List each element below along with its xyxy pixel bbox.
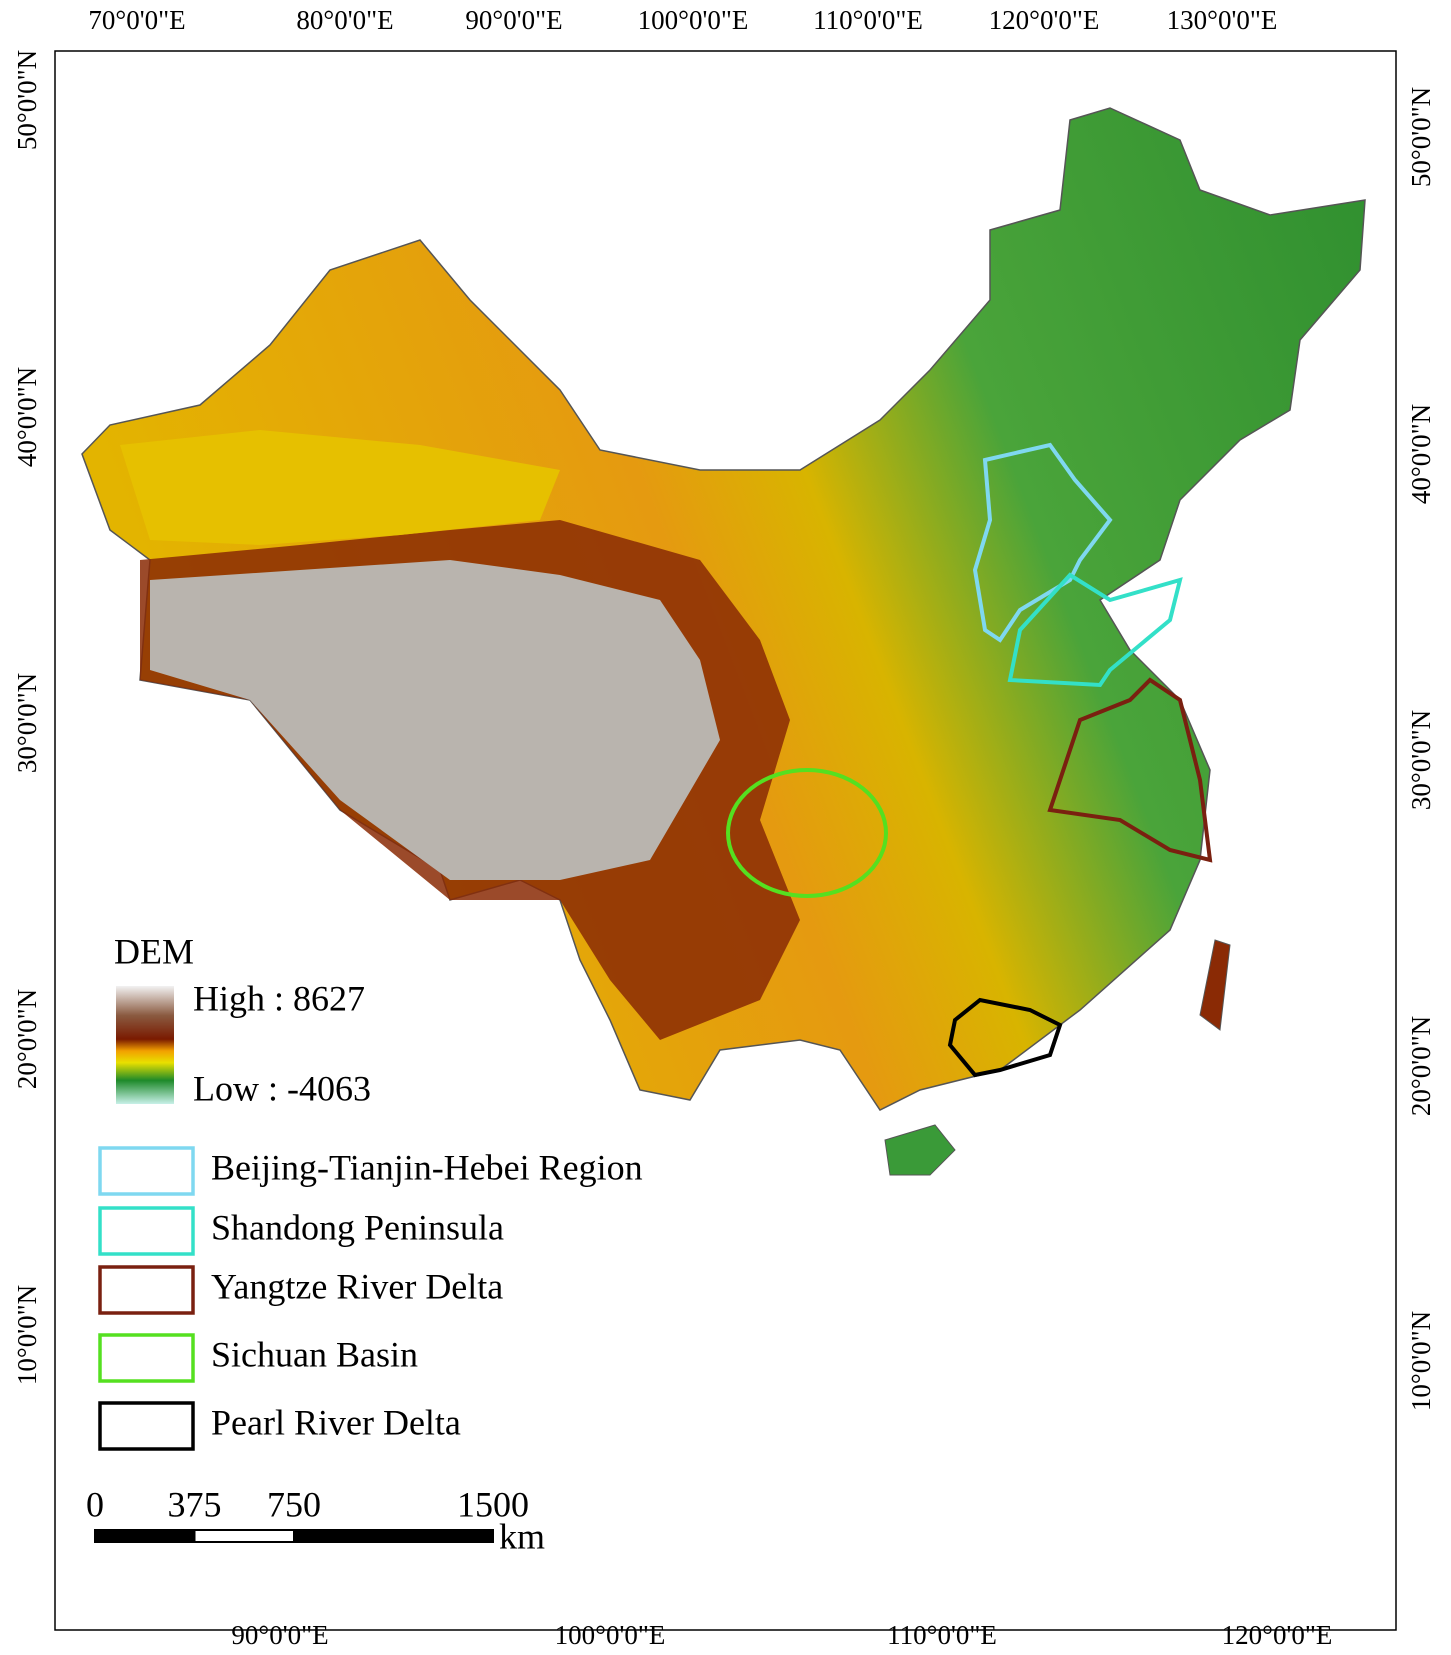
hainan bbox=[884, 1124, 956, 1176]
scale-label: 1500 bbox=[457, 1484, 529, 1524]
legend-swatch bbox=[98, 1401, 195, 1451]
dem-colorbar bbox=[116, 986, 174, 1104]
legend-label: Pearl River Delta bbox=[211, 1402, 461, 1442]
top-axis-label: 100°0'0"E bbox=[638, 5, 749, 35]
scale-segment bbox=[94, 1529, 196, 1543]
top-axis-label: 130°0'0"E bbox=[1167, 5, 1278, 35]
top-axis-label: 80°0'0"E bbox=[296, 5, 393, 35]
legend-low: Low : -4063 bbox=[193, 1068, 371, 1108]
legend-swatch bbox=[98, 1333, 195, 1383]
legend-high: High : 8627 bbox=[193, 978, 365, 1018]
top-axis-label: 70°0'0"E bbox=[88, 5, 185, 35]
legend-swatch bbox=[98, 1265, 195, 1315]
scale-label: 375 bbox=[168, 1484, 222, 1524]
right-axis-label: 10°0'0"N bbox=[1406, 1311, 1436, 1411]
top-axis-label: 90°0'0"E bbox=[465, 5, 562, 35]
yangtze-outline bbox=[1047, 677, 1213, 863]
region-outlines bbox=[726, 442, 1213, 1078]
right-axis-label: 30°0'0"N bbox=[1406, 710, 1436, 810]
shandong-outline bbox=[1007, 572, 1183, 688]
legend-label: Beijing-Tianjin-Hebei Region bbox=[211, 1147, 643, 1187]
scale-segment bbox=[193, 1529, 295, 1543]
scale-unit: km bbox=[499, 1516, 545, 1556]
right-axis-label: 20°0'0"N bbox=[1406, 1016, 1436, 1116]
right-axis-label: 50°0'0"N bbox=[1406, 87, 1436, 187]
left-axis-label: 50°0'0"N bbox=[12, 50, 42, 150]
top-axis-label: 110°0'0"E bbox=[813, 5, 923, 35]
scale-label: 0 bbox=[86, 1484, 104, 1524]
sichuan-outline bbox=[726, 768, 888, 898]
legend-title: DEM bbox=[114, 931, 194, 971]
tarim bbox=[120, 430, 560, 545]
left-axis-label: 40°0'0"N bbox=[12, 367, 42, 467]
scale-label: 750 bbox=[267, 1484, 321, 1524]
left-axis-label: 30°0'0"N bbox=[12, 673, 42, 773]
left-axis-label: 10°0'0"N bbox=[12, 1285, 42, 1385]
bottom-axis-label: 110°0'0"E bbox=[887, 1620, 997, 1650]
beijing-outline bbox=[972, 442, 1113, 643]
legend-label: Sichuan Basin bbox=[211, 1334, 418, 1374]
bottom-axis-label: 120°0'0"E bbox=[1222, 1620, 1333, 1650]
pearl-outline bbox=[947, 997, 1063, 1078]
right-axis-label: 40°0'0"N bbox=[1406, 404, 1436, 504]
legend-swatch bbox=[98, 1206, 195, 1256]
terrain bbox=[81, 107, 1366, 1176]
legend-label: Yangtze River Delta bbox=[211, 1266, 503, 1306]
legend-label: Shandong Peninsula bbox=[211, 1207, 504, 1247]
taiwan bbox=[1199, 939, 1231, 1031]
bottom-axis-label: 100°0'0"E bbox=[555, 1620, 666, 1650]
plateau bbox=[150, 560, 720, 880]
scale-segment bbox=[293, 1529, 494, 1543]
legend-swatch bbox=[98, 1146, 195, 1196]
top-axis-label: 120°0'0"E bbox=[989, 5, 1100, 35]
left-axis-label: 20°0'0"N bbox=[12, 989, 42, 1089]
bottom-axis-label: 90°0'0"E bbox=[231, 1620, 328, 1650]
